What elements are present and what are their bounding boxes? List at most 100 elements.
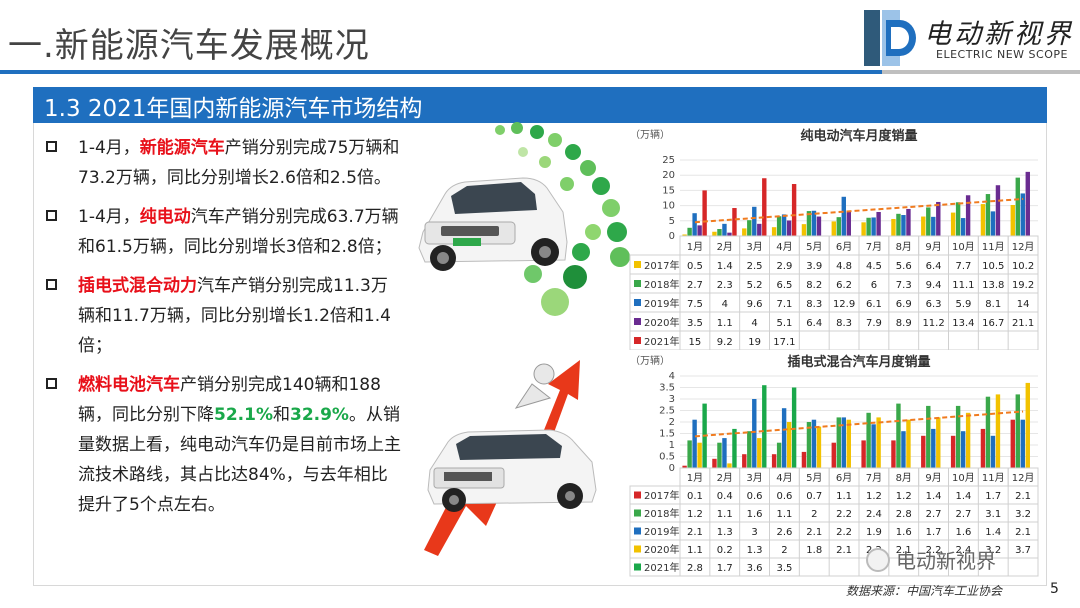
bar xyxy=(906,419,911,468)
legend-swatch xyxy=(634,545,641,553)
logo-subtitle: ELECTRIC NEW SCOPE xyxy=(936,48,1068,61)
bar xyxy=(776,216,782,236)
x-category-label: 2月 xyxy=(717,241,733,253)
table-value: 5.9 xyxy=(955,299,971,310)
bar xyxy=(806,211,812,236)
table-value: 1.7 xyxy=(717,563,733,574)
table-value: 6.1 xyxy=(866,299,882,310)
bar xyxy=(955,405,961,468)
bar xyxy=(955,202,961,236)
bar xyxy=(722,438,727,468)
bar xyxy=(965,412,971,468)
highlight-text: 燃料电池汽车 xyxy=(78,375,180,395)
x-category-label: 10月 xyxy=(952,241,975,253)
bullet-square-icon xyxy=(46,141,57,152)
table-value: 1.1 xyxy=(687,545,703,556)
table-value: 1.1 xyxy=(776,509,792,520)
header-divider xyxy=(0,70,882,74)
bar xyxy=(791,387,797,468)
chart-title: 纯电动汽车月度销量 xyxy=(800,128,917,144)
bar xyxy=(980,204,986,236)
table-value: 1.2 xyxy=(687,509,703,520)
legend-swatch xyxy=(634,337,641,344)
bar xyxy=(732,428,737,468)
bar xyxy=(936,201,941,236)
car-illustration-top xyxy=(418,122,630,316)
bar xyxy=(861,222,866,236)
bar xyxy=(985,396,991,468)
highlight-text: 32.9% xyxy=(289,405,349,425)
legend-series-name: 2017年 xyxy=(644,259,679,272)
table-value: 3.1 xyxy=(985,509,1001,520)
table-value: 7.7 xyxy=(955,261,971,272)
bar xyxy=(866,217,871,236)
legend-series-name: 2021年 xyxy=(644,335,679,348)
y-tick-label: 5 xyxy=(669,216,675,227)
table-value: 8.3 xyxy=(806,299,822,310)
bar xyxy=(776,442,782,468)
y-tick-label: 3.5 xyxy=(659,383,675,394)
table-value: 6.3 xyxy=(926,299,942,310)
bar xyxy=(762,385,767,468)
bar xyxy=(1025,171,1030,236)
table-value: 2.1 xyxy=(806,527,822,538)
bar xyxy=(697,225,702,236)
bar xyxy=(891,218,896,236)
bar xyxy=(722,223,727,236)
table-value: 10.5 xyxy=(982,261,1004,272)
table-value: 2.7 xyxy=(926,509,942,520)
table-value: 0.7 xyxy=(806,491,822,502)
table-value: 4 xyxy=(751,318,757,329)
legend-swatch xyxy=(634,318,641,325)
y-tick-label: 1.5 xyxy=(659,429,675,440)
legend-series-name: 2020年 xyxy=(644,316,679,329)
x-category-label: 8月 xyxy=(896,241,912,253)
x-category-label: 12月 xyxy=(1012,472,1035,484)
table-value: 2.5 xyxy=(747,261,763,272)
bar xyxy=(752,206,757,236)
bar xyxy=(995,185,1001,236)
table-value: 8.9 xyxy=(896,318,912,329)
bar xyxy=(1010,419,1015,468)
bar xyxy=(931,428,936,468)
bullet-item: 插电式混合动力汽车产销分别完成11.3万辆和11.7万辆，同比分别增长1.2倍和… xyxy=(44,271,404,361)
watermark: 电动新视界 xyxy=(866,545,996,574)
table-value: 2.1 xyxy=(1015,527,1031,538)
table-value: 7.9 xyxy=(866,318,882,329)
bar xyxy=(697,442,702,468)
bar xyxy=(747,220,752,236)
bar xyxy=(926,405,931,468)
y-tick-label: 25 xyxy=(662,155,675,166)
bar xyxy=(816,426,822,468)
bar xyxy=(786,220,792,236)
y-tick-label: 4 xyxy=(669,371,675,382)
bar xyxy=(921,216,926,236)
bar xyxy=(846,210,851,236)
table-value: 1.4 xyxy=(955,491,971,502)
legend-series-name: 2017年 xyxy=(644,489,679,502)
bar xyxy=(811,210,817,236)
x-category-label: 3月 xyxy=(746,472,762,484)
figure-on-arrow xyxy=(514,363,555,409)
y-tick-label: 0 xyxy=(669,231,675,242)
bar xyxy=(771,454,777,468)
highlight-text: 插电式混合动力 xyxy=(78,276,197,296)
bar xyxy=(692,419,697,468)
bullet-item: 燃料电池汽车产销分别完成140辆和188辆，同比分别下降52.1%和32.9%。… xyxy=(44,370,404,520)
logo-text: 电动新视界 xyxy=(924,19,1074,50)
table-value: 17.1 xyxy=(773,337,795,348)
bar xyxy=(990,211,996,236)
x-category-label: 1月 xyxy=(687,241,703,253)
bar xyxy=(861,440,866,468)
table-value: 3.2 xyxy=(985,545,1001,556)
y-tick-label: 0.5 xyxy=(659,452,675,463)
table-value: 6.5 xyxy=(776,280,792,291)
table-value: 5.2 xyxy=(747,280,763,291)
table-value: 4.8 xyxy=(836,261,852,272)
table-value: 13.4 xyxy=(952,318,974,329)
bar xyxy=(960,431,966,468)
table-value: 8.3 xyxy=(836,318,852,329)
bar xyxy=(921,435,926,468)
table-value: 2.3 xyxy=(717,280,733,291)
